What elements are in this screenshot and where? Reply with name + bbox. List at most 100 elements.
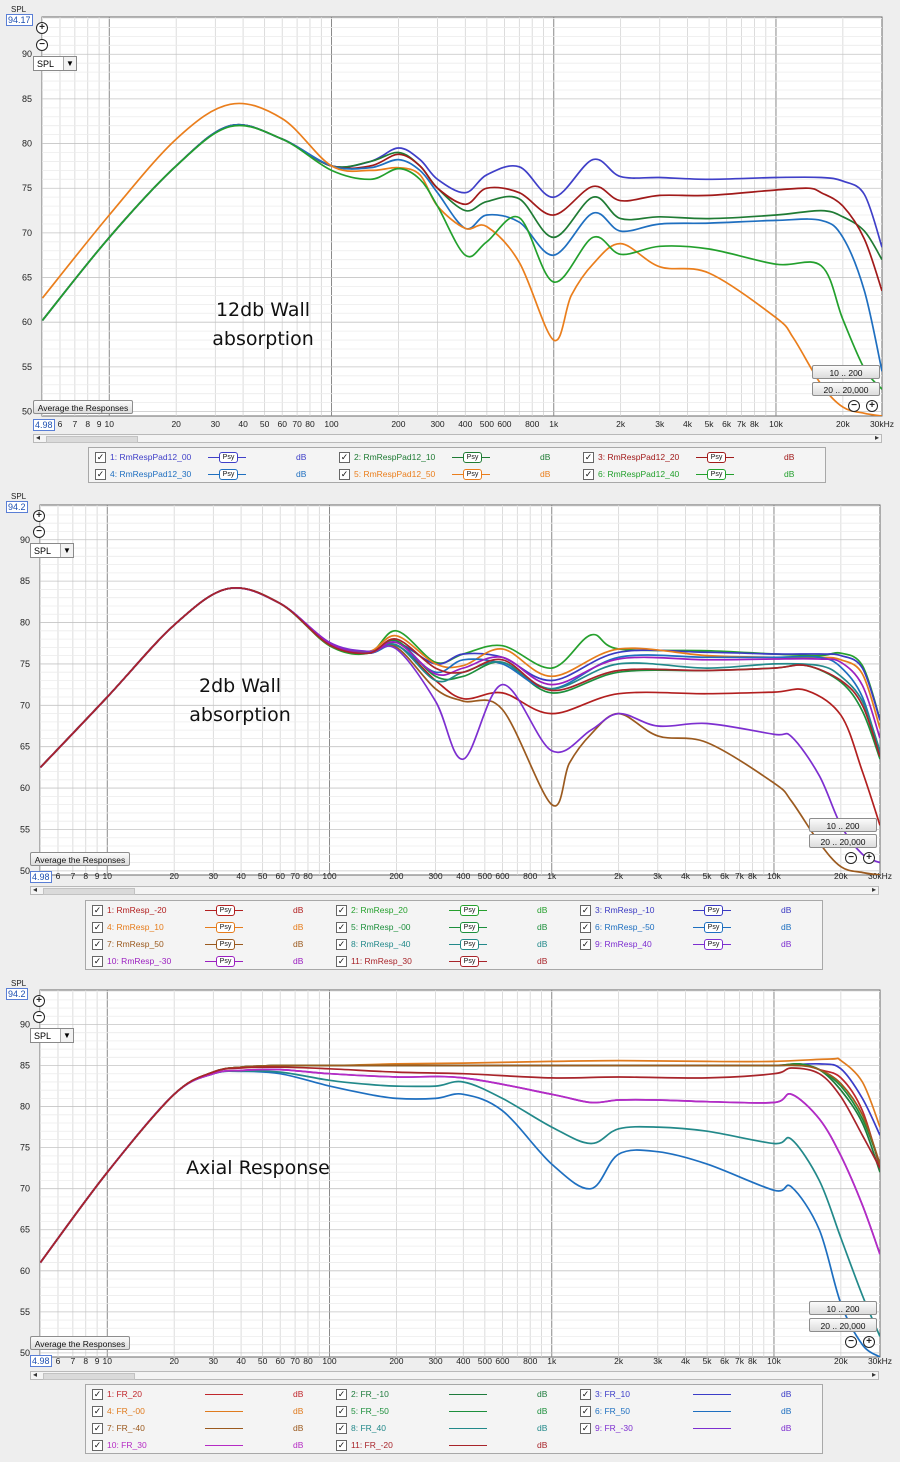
legend-checkbox[interactable]: ✓: [336, 939, 347, 950]
legend-swatch[interactable]: [449, 1411, 487, 1412]
x-min-value[interactable]: 4.98: [30, 871, 52, 883]
zoom-in-icon[interactable]: +: [33, 995, 45, 1007]
legend-checkbox[interactable]: ✓: [95, 452, 106, 463]
legend-swatch[interactable]: [449, 1428, 487, 1429]
psy-smoothing-badge[interactable]: Psy: [219, 469, 238, 480]
legend-checkbox[interactable]: ✓: [92, 1406, 103, 1417]
y-max-value[interactable]: 94.17: [6, 14, 33, 26]
legend-checkbox[interactable]: ✓: [92, 905, 103, 916]
legend-checkbox[interactable]: ✓: [336, 1440, 347, 1451]
psy-smoothing-badge[interactable]: Psy: [216, 905, 235, 916]
range-10-200-button[interactable]: 10 .. 200: [812, 365, 880, 379]
legend-swatch[interactable]: [205, 1394, 243, 1395]
range-20-20000-button[interactable]: 20 .. 20,000: [812, 382, 880, 396]
legend-unit: dB: [537, 905, 548, 915]
legend-checkbox[interactable]: ✓: [336, 1389, 347, 1400]
horizontal-scrollbar[interactable]: ◂ ▸: [33, 433, 882, 443]
zoom-in-icon[interactable]: +: [866, 400, 878, 412]
psy-smoothing-badge[interactable]: Psy: [216, 939, 235, 950]
x-min-value[interactable]: 4.98: [30, 1355, 52, 1367]
psy-smoothing-badge[interactable]: Psy: [460, 956, 479, 967]
zoom-out-icon[interactable]: −: [36, 39, 48, 51]
legend-swatch[interactable]: [449, 1394, 487, 1395]
zoom-out-icon[interactable]: −: [848, 400, 860, 412]
y-tick-label: 80: [22, 139, 32, 149]
average-responses-button[interactable]: Average the Responses: [33, 400, 133, 414]
spl-axis-label: SPL: [11, 979, 27, 988]
legend-swatch[interactable]: [449, 1445, 487, 1446]
x-tick-label: 200: [391, 419, 405, 429]
legend-checkbox[interactable]: ✓: [580, 1389, 591, 1400]
legend-checkbox[interactable]: ✓: [336, 922, 347, 933]
legend-checkbox[interactable]: ✓: [583, 452, 594, 463]
range-10-200-button[interactable]: 10 .. 200: [809, 1301, 877, 1315]
legend-checkbox[interactable]: ✓: [580, 922, 591, 933]
legend-swatch[interactable]: [205, 1411, 243, 1412]
legend-checkbox[interactable]: ✓: [336, 956, 347, 967]
y-max-value[interactable]: 94.2: [6, 988, 28, 1000]
legend-checkbox[interactable]: ✓: [339, 469, 350, 480]
x-tick-label: 70: [290, 1356, 300, 1366]
horizontal-scrollbar[interactable]: ◂ ▸: [30, 885, 879, 895]
legend-checkbox[interactable]: ✓: [92, 1440, 103, 1451]
spl-selector[interactable]: SPL ▼: [33, 56, 77, 71]
x-tick-label: 7k: [735, 871, 745, 881]
psy-smoothing-badge[interactable]: Psy: [463, 469, 482, 480]
zoom-in-icon[interactable]: +: [33, 510, 45, 522]
range-20-20000-button[interactable]: 20 .. 20,000: [809, 1318, 877, 1332]
zoom-out-icon[interactable]: −: [845, 1336, 857, 1348]
zoom-out-icon[interactable]: −: [845, 852, 857, 864]
legend-checkbox[interactable]: ✓: [336, 905, 347, 916]
average-responses-button[interactable]: Average the Responses: [30, 1336, 130, 1350]
legend-swatch[interactable]: [693, 1411, 731, 1412]
zoom-in-icon[interactable]: +: [863, 852, 875, 864]
y-tick-label: 90: [22, 49, 32, 59]
legend-checkbox[interactable]: ✓: [95, 469, 106, 480]
zoom-out-icon[interactable]: −: [33, 1011, 45, 1023]
legend-checkbox[interactable]: ✓: [580, 1423, 591, 1434]
average-responses-button[interactable]: Average the Responses: [30, 852, 130, 866]
zoom-in-icon[interactable]: +: [36, 22, 48, 34]
psy-smoothing-badge[interactable]: Psy: [460, 905, 479, 916]
legend-checkbox[interactable]: ✓: [580, 905, 591, 916]
x-tick-label: 8: [85, 419, 90, 429]
psy-smoothing-badge[interactable]: Psy: [463, 452, 482, 463]
legend-swatch[interactable]: [205, 1428, 243, 1429]
legend-checkbox[interactable]: ✓: [580, 939, 591, 950]
legend-checkbox[interactable]: ✓: [580, 1406, 591, 1417]
legend-checkbox[interactable]: ✓: [92, 956, 103, 967]
legend-item: ✓ 5: FR_-50 dB: [336, 1403, 576, 1419]
legend-checkbox[interactable]: ✓: [583, 469, 594, 480]
psy-smoothing-badge[interactable]: Psy: [460, 939, 479, 950]
legend-item: ✓ 9: RmResp_40 Psy dB: [580, 936, 820, 952]
psy-smoothing-badge[interactable]: Psy: [704, 922, 723, 933]
legend-swatch[interactable]: [205, 1445, 243, 1446]
x-min-value[interactable]: 4.98: [33, 419, 55, 431]
y-max-value[interactable]: 94.2: [6, 501, 28, 513]
psy-smoothing-badge[interactable]: Psy: [460, 922, 479, 933]
zoom-out-icon[interactable]: −: [33, 526, 45, 538]
psy-smoothing-badge[interactable]: Psy: [704, 905, 723, 916]
legend-swatch[interactable]: [693, 1394, 731, 1395]
legend-checkbox[interactable]: ✓: [336, 1423, 347, 1434]
chevron-down-icon: ▼: [60, 1029, 73, 1042]
zoom-in-icon[interactable]: +: [863, 1336, 875, 1348]
spl-selector[interactable]: SPL ▼: [30, 543, 74, 558]
legend-checkbox[interactable]: ✓: [92, 922, 103, 933]
psy-smoothing-badge[interactable]: Psy: [707, 452, 726, 463]
range-20-20000-button[interactable]: 20 .. 20,000: [809, 834, 877, 848]
psy-smoothing-badge[interactable]: Psy: [704, 939, 723, 950]
psy-smoothing-badge[interactable]: Psy: [216, 956, 235, 967]
legend-checkbox[interactable]: ✓: [92, 939, 103, 950]
spl-selector[interactable]: SPL ▼: [30, 1028, 74, 1043]
legend-checkbox[interactable]: ✓: [92, 1423, 103, 1434]
legend-checkbox[interactable]: ✓: [339, 452, 350, 463]
psy-smoothing-badge[interactable]: Psy: [219, 452, 238, 463]
legend-swatch[interactable]: [693, 1428, 731, 1429]
range-10-200-button[interactable]: 10 .. 200: [809, 818, 877, 832]
psy-smoothing-badge[interactable]: Psy: [216, 922, 235, 933]
legend-checkbox[interactable]: ✓: [336, 1406, 347, 1417]
legend-checkbox[interactable]: ✓: [92, 1389, 103, 1400]
horizontal-scrollbar[interactable]: ◂ ▸: [30, 1370, 879, 1380]
psy-smoothing-badge[interactable]: Psy: [707, 469, 726, 480]
